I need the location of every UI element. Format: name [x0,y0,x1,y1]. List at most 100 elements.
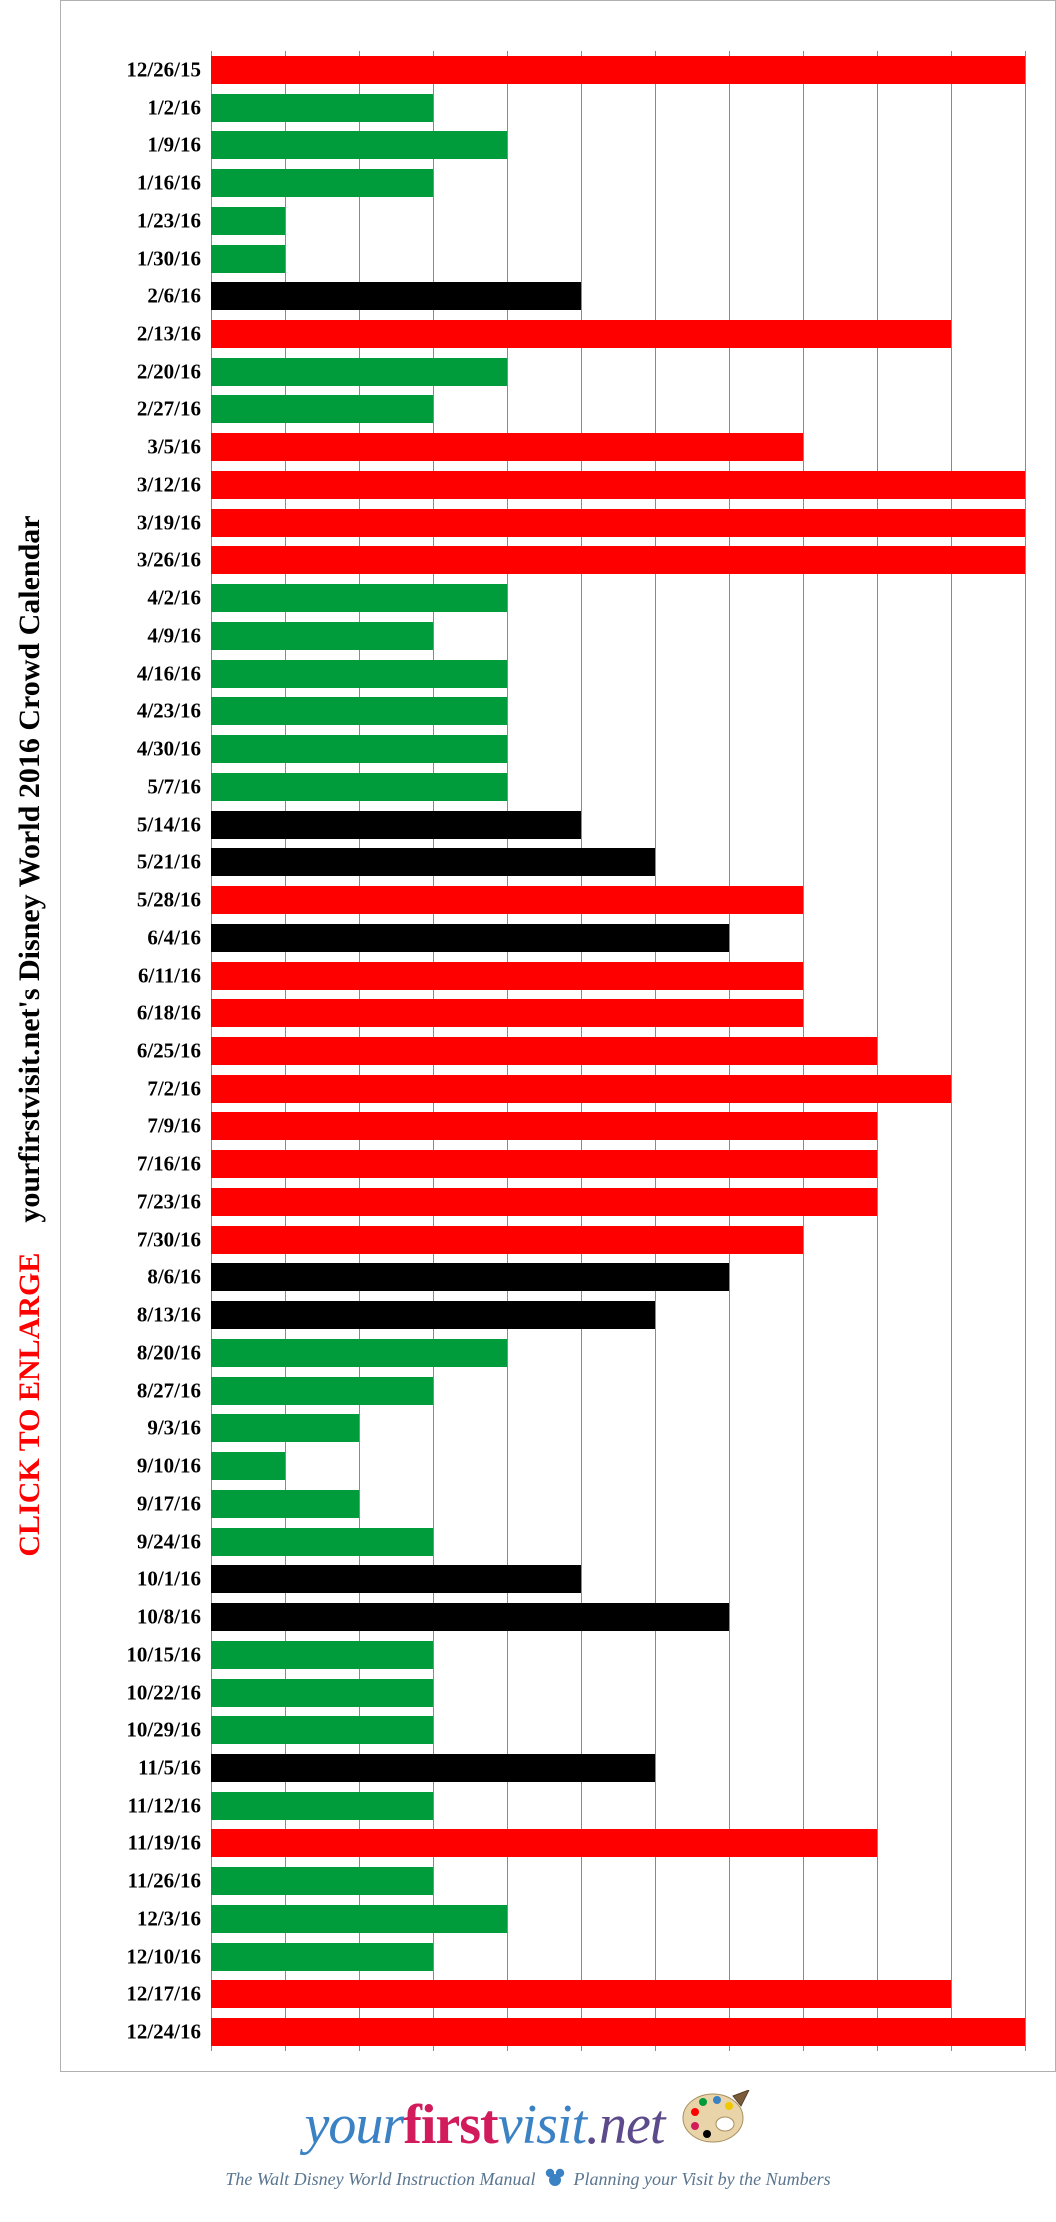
bar-label: 5/7/16 [147,774,201,799]
bar-row: 12/17/16 [211,1976,1025,2014]
bar-label: 6/4/16 [147,925,201,950]
tagline-right: Planning your Visit by the Numbers [574,2169,831,2190]
bar [211,169,433,197]
bar-row: 4/9/16 [211,617,1025,655]
bar [211,584,507,612]
bar [211,546,1025,574]
bar-row: 12/24/16 [211,2013,1025,2051]
bar-row: 4/23/16 [211,693,1025,731]
bar-row: 5/28/16 [211,881,1025,919]
vertical-title-inner: CLICK TO ENLARGE yourfirstvisit.net's Di… [13,515,47,1556]
logo-dot: . [586,2094,599,2156]
bar-label: 4/16/16 [137,661,201,686]
logo-first: first [403,2094,498,2156]
title-spacer [13,1230,46,1245]
mickey-separator-icon [544,2167,566,2192]
bar-label: 4/9/16 [147,623,201,648]
bar-label: 6/11/16 [138,963,201,988]
bar-label: 2/20/16 [137,359,201,384]
bar-row: 3/5/16 [211,428,1025,466]
bar [211,1603,729,1631]
bar-label: 11/5/16 [138,1755,201,1780]
bar [211,1263,729,1291]
bar-row: 1/16/16 [211,164,1025,202]
bar-row: 10/8/16 [211,1598,1025,1636]
bar-label: 12/17/16 [126,1982,201,2007]
bar [211,320,951,348]
bar-row: 9/10/16 [211,1447,1025,1485]
bar [211,471,1025,499]
bar-label: 10/22/16 [126,1680,201,1705]
bar-row: 3/12/16 [211,466,1025,504]
bar [211,358,507,386]
bar-label: 4/2/16 [147,586,201,611]
bar [211,509,1025,537]
bar-row: 2/20/16 [211,353,1025,391]
bar [211,1377,433,1405]
bar-row: 11/5/16 [211,1749,1025,1787]
bar-row: 10/1/16 [211,1560,1025,1598]
bar [211,1867,433,1895]
bar-label: 10/8/16 [137,1605,201,1630]
bar-row: 11/26/16 [211,1862,1025,1900]
bar-label: 1/9/16 [147,133,201,158]
bar [211,1565,581,1593]
bar-label: 11/26/16 [127,1869,201,1894]
plot-area: 12/26/151/2/161/9/161/16/161/23/161/30/1… [211,51,1025,2051]
bar-row: 7/30/16 [211,1221,1025,1259]
bar-row: 2/27/16 [211,391,1025,429]
bar [211,2018,1025,2046]
bar [211,1452,285,1480]
bar-label: 12/24/16 [126,2020,201,2045]
bar [211,660,507,688]
bar-label: 7/9/16 [147,1114,201,1139]
bar [211,924,729,952]
bar [211,773,507,801]
bar-label: 6/18/16 [137,1001,201,1026]
bar-label: 1/2/16 [147,95,201,120]
page: CLICK TO ENLARGE yourfirstvisit.net's Di… [0,0,1056,2222]
bar-row: 3/26/16 [211,542,1025,580]
bar [211,1075,951,1103]
bar-row: 11/12/16 [211,1787,1025,1825]
bar-label: 5/21/16 [137,850,201,875]
bar-row: 8/13/16 [211,1296,1025,1334]
footer-logo: yourfirstvisit.net The Walt Disney World… [0,2072,1056,2222]
bar [211,1641,433,1669]
bar-row: 12/10/16 [211,1938,1025,1976]
bar-label: 3/19/16 [137,510,201,535]
bar-label: 2/27/16 [137,397,201,422]
bar-row: 10/29/16 [211,1711,1025,1749]
bar-label: 11/19/16 [127,1831,201,1856]
bar-label: 5/28/16 [137,888,201,913]
bar [211,1905,507,1933]
palette-icon [681,2090,751,2155]
bar [211,1150,877,1178]
vertical-title-text: yourfirstvisit.net's Disney World 2016 C… [13,515,46,1222]
bar-label: 10/15/16 [126,1642,201,1667]
vertical-title: CLICK TO ENLARGE yourfirstvisit.net's Di… [0,0,60,2072]
bar-label: 8/27/16 [137,1378,201,1403]
bar-label: 3/12/16 [137,472,201,497]
bar [211,56,1025,84]
bar [211,1754,655,1782]
bar-row: 4/2/16 [211,579,1025,617]
bar-label: 4/30/16 [137,737,201,762]
bar [211,735,507,763]
bar [211,1188,877,1216]
logo-net: net [599,2094,664,2156]
chart-wrap: CLICK TO ENLARGE yourfirstvisit.net's Di… [0,0,1056,2072]
bar [211,395,433,423]
bar-row: 5/14/16 [211,806,1025,844]
bar-label: 9/24/16 [137,1529,201,1554]
bar-row: 4/16/16 [211,655,1025,693]
bar [211,1716,433,1744]
bar-row: 2/6/16 [211,277,1025,315]
bar [211,1037,877,1065]
bar-row: 5/7/16 [211,768,1025,806]
tagline-left: The Walt Disney World Instruction Manual [225,2169,535,2190]
click-to-enlarge-text: CLICK TO ENLARGE [13,1253,46,1557]
bar-row: 5/21/16 [211,843,1025,881]
bar-label: 2/13/16 [137,322,201,347]
bar-row: 6/4/16 [211,919,1025,957]
